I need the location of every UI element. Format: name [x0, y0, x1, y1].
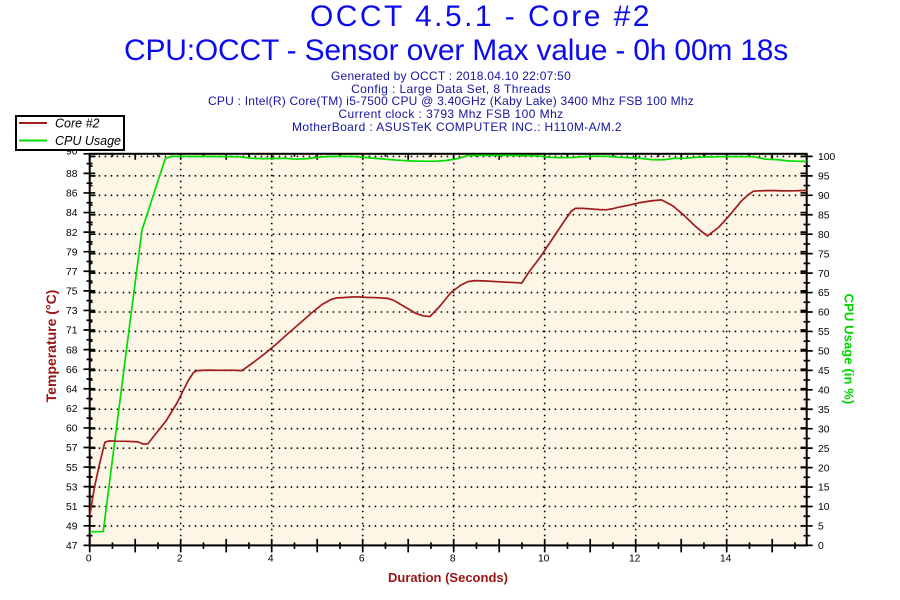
- svg-text:77: 77: [66, 267, 78, 278]
- svg-text:73: 73: [66, 306, 78, 317]
- svg-text:64: 64: [66, 385, 78, 396]
- svg-text:85: 85: [818, 210, 830, 221]
- svg-text:5: 5: [818, 522, 824, 533]
- svg-text:51: 51: [66, 502, 78, 513]
- svg-text:4: 4: [268, 554, 274, 565]
- svg-text:15: 15: [818, 483, 830, 494]
- svg-text:80: 80: [818, 230, 830, 241]
- svg-text:66: 66: [66, 365, 78, 376]
- svg-text:0: 0: [86, 554, 92, 565]
- svg-text:10: 10: [538, 554, 550, 565]
- svg-text:2: 2: [177, 554, 183, 565]
- svg-text:60: 60: [66, 424, 78, 435]
- svg-text:40: 40: [818, 386, 830, 397]
- svg-text:68: 68: [66, 345, 78, 356]
- svg-text:12: 12: [629, 554, 641, 565]
- svg-text:70: 70: [818, 269, 830, 280]
- svg-text:65: 65: [818, 288, 830, 299]
- svg-text:62: 62: [66, 404, 78, 415]
- svg-text:95: 95: [818, 172, 830, 183]
- svg-text:88: 88: [66, 169, 78, 180]
- svg-text:CPU Usage: CPU Usage: [55, 134, 121, 148]
- svg-text:79: 79: [66, 247, 78, 258]
- svg-text:25: 25: [818, 444, 830, 455]
- svg-text:75: 75: [818, 249, 830, 260]
- svg-text:30: 30: [818, 424, 830, 435]
- svg-text:47: 47: [66, 541, 78, 552]
- svg-text:100: 100: [818, 152, 835, 163]
- svg-text:49: 49: [66, 522, 78, 533]
- svg-text:45: 45: [818, 366, 830, 377]
- svg-text:8: 8: [450, 554, 456, 565]
- svg-text:14: 14: [720, 554, 732, 565]
- svg-text:86: 86: [66, 189, 78, 200]
- svg-text:71: 71: [66, 326, 78, 337]
- svg-text:55: 55: [66, 463, 78, 474]
- svg-text:50: 50: [818, 347, 830, 358]
- svg-text:20: 20: [818, 463, 830, 474]
- svg-text:6: 6: [359, 554, 365, 565]
- svg-text:Core #2: Core #2: [55, 117, 100, 131]
- svg-text:53: 53: [66, 482, 78, 493]
- svg-text:75: 75: [66, 287, 78, 298]
- svg-text:90: 90: [66, 146, 78, 157]
- svg-text:55: 55: [818, 327, 830, 338]
- svg-text:60: 60: [818, 308, 830, 319]
- svg-text:0: 0: [818, 541, 824, 552]
- svg-text:57: 57: [66, 443, 78, 454]
- svg-text:82: 82: [66, 228, 78, 239]
- svg-text:84: 84: [66, 208, 78, 219]
- svg-text:90: 90: [818, 191, 830, 202]
- svg-text:10: 10: [818, 502, 830, 513]
- svg-text:35: 35: [818, 405, 830, 416]
